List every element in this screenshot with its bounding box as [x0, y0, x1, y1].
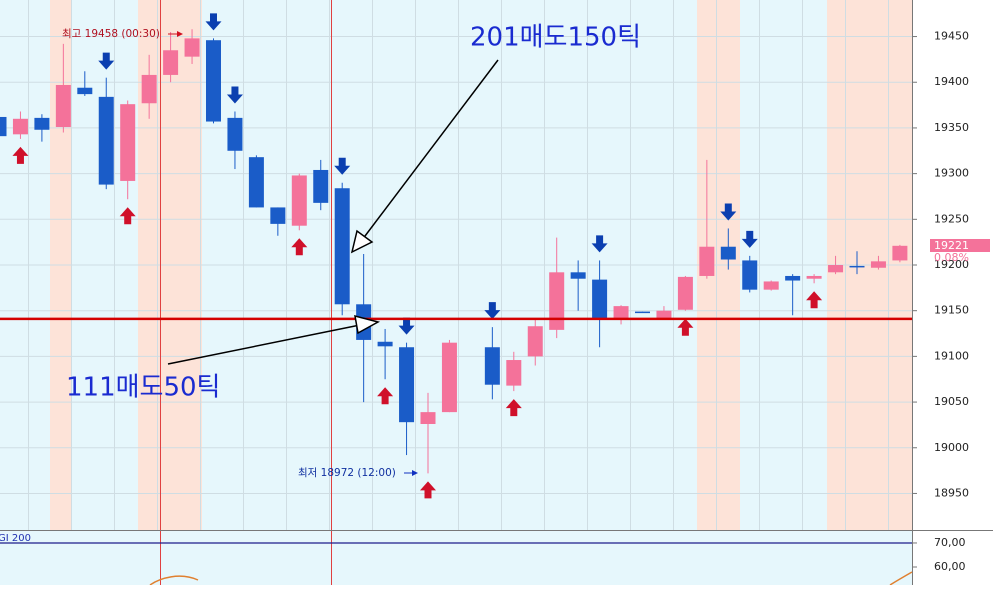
candle-body: [141, 74, 157, 104]
y-tick-label: 60,00: [934, 560, 966, 573]
y-tick-label: 18950: [934, 486, 969, 499]
y-tick-label: 19200: [934, 258, 969, 271]
sell-signal: [226, 86, 243, 104]
y-tick-label: 19350: [934, 121, 969, 134]
buy-signal: [119, 207, 136, 225]
candle-body: [0, 116, 7, 137]
candle-body: [34, 117, 50, 130]
candle-body: [248, 157, 264, 208]
buy-signal: [806, 291, 823, 309]
y-tick-label: 19450: [934, 30, 969, 43]
candle-body: [742, 260, 758, 290]
y-tick-label: 19100: [934, 349, 969, 362]
sell-signal: [205, 13, 222, 31]
candle-body: [334, 188, 350, 305]
y-tick-label: 19050: [934, 395, 969, 408]
plot-background: [0, 0, 912, 585]
candle-body: [635, 311, 650, 314]
candle-body: [549, 272, 565, 330]
candle-body: [570, 272, 586, 279]
candle-body: [677, 276, 693, 310]
candle-body: [527, 326, 543, 357]
candle-body: [699, 246, 715, 276]
last-price: 19221: [934, 239, 969, 252]
candle-body: [441, 342, 457, 413]
indicator-curve: [889, 571, 913, 586]
buy-signal: [377, 387, 394, 405]
y-tick-label: 19000: [934, 441, 969, 454]
candle-body: [120, 104, 136, 181]
low-annotation-arrow: [404, 470, 418, 476]
candle-body: [828, 265, 844, 273]
sell-signal: [334, 157, 351, 175]
indicator-curve: [149, 575, 199, 586]
candle-body: [184, 38, 200, 57]
price-tag: [930, 239, 990, 252]
low-annotation: 최저 18972 (12:00): [298, 467, 396, 479]
buy-signal: [677, 318, 694, 336]
candle-body: [399, 347, 415, 423]
candle-body: [870, 261, 886, 268]
sell-signal: [720, 203, 737, 221]
candle-body: [656, 310, 672, 318]
candle-body: [892, 245, 908, 261]
candle-body: [77, 87, 93, 95]
y-tick-label: 19400: [934, 75, 969, 88]
candle-body: [55, 84, 71, 128]
y-tick-label: 19150: [934, 304, 969, 317]
candle-body: [720, 246, 736, 260]
candle-body: [484, 347, 500, 385]
indicator-label: GI 200: [0, 533, 31, 544]
buy-signal: [12, 146, 29, 164]
candle-body: [12, 118, 28, 135]
candle-body: [592, 279, 608, 320]
note-text: 111매도50틱: [66, 373, 220, 403]
note-text: 201매도150틱: [470, 23, 641, 53]
candle-body: [763, 281, 779, 290]
axis-background: [912, 0, 993, 585]
buy-signal: [291, 238, 308, 256]
y-tick-label: 70,00: [934, 536, 966, 549]
sell-signal: [98, 52, 115, 70]
sell-signal: [398, 317, 415, 335]
candle-body: [206, 40, 221, 122]
candle-body: [98, 96, 114, 185]
sell-signal: [591, 235, 608, 253]
note-arrow: [167, 59, 499, 365]
candle-body: [785, 275, 801, 281]
sell-signal: [741, 230, 758, 248]
candle-body: [291, 175, 307, 226]
high-annotation-arrow: [168, 31, 183, 37]
buy-signal: [505, 399, 522, 417]
candle-body: [313, 169, 329, 203]
candle-body: [849, 265, 865, 268]
candle-body: [270, 207, 286, 224]
high-annotation: 최고 19458 (00:30): [62, 28, 160, 40]
buy-signal: [420, 481, 436, 499]
candle-body: [806, 275, 822, 279]
candle-body: [506, 360, 522, 386]
candle-body: [377, 341, 393, 347]
y-tick-label: 19250: [934, 212, 969, 225]
change-label: 0.08%: [934, 251, 969, 264]
candle-body: [227, 117, 243, 151]
candle-body: [613, 306, 629, 320]
candle-body: [420, 412, 436, 424]
sell-signal: [484, 302, 501, 320]
y-tick-label: 19300: [934, 167, 969, 180]
candle-body: [163, 50, 179, 75]
